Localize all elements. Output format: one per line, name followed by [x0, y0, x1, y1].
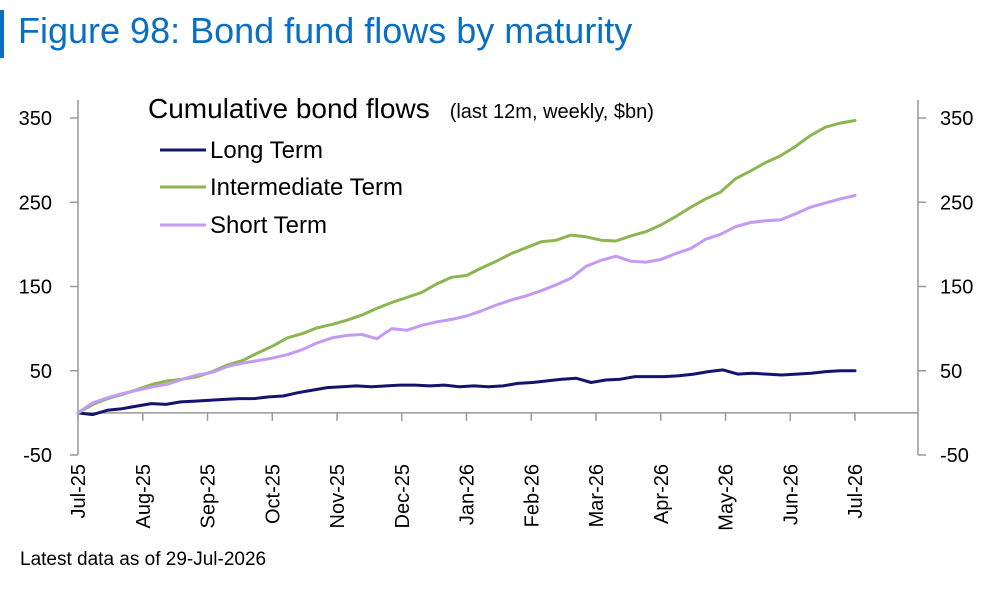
chart-axes: 350 350 250 250 150 150 50 50 -50 -50 Jul-25 Aug-25… — [19, 100, 973, 531]
x-tick-label: Jul-25 — [68, 464, 90, 518]
x-tick-label: Oct-25 — [262, 464, 284, 524]
y-tick-label-left: 150 — [19, 277, 52, 299]
x-tick-label: Sep-25 — [198, 464, 220, 529]
y-tick-label-left: -50 — [23, 445, 52, 467]
x-tick-label: Jul-26 — [845, 464, 867, 518]
y-tick-label-right: -50 — [940, 445, 969, 467]
y-tick-label-right: 50 — [940, 361, 962, 383]
x-tick-label: Jun-26 — [780, 464, 802, 525]
x-tick-label: May-26 — [716, 464, 738, 531]
figure-title: Figure 98: Bond fund flows by maturity — [18, 10, 633, 51]
legend-label: Long Term — [210, 137, 323, 164]
legend-label: Short Term — [210, 212, 327, 239]
y-tick-label-right: 350 — [940, 108, 973, 130]
chart-lines — [76, 119, 857, 417]
chart-legend: Long Term Intermediate Term Short Term — [160, 137, 403, 239]
figure-title-accent-bar — [0, 10, 4, 58]
x-tick-label: Nov-25 — [327, 464, 349, 528]
x-tick-label: Jan-26 — [457, 464, 479, 525]
y-tick-label-left: 50 — [30, 361, 52, 383]
x-tick-label: Aug-25 — [133, 464, 155, 529]
chart-title-text: Cumulative bond flows (last 12m, weekly, … — [148, 93, 654, 124]
series-line-short-term — [76, 194, 857, 415]
chart-subtitle: (last 12m, weekly, $bn) — [450, 101, 654, 123]
chart-title: Cumulative bond flows — [148, 93, 430, 124]
y-tick-label-right: 250 — [940, 192, 973, 214]
x-tick-label: Feb-26 — [521, 464, 543, 527]
series-line-intermediate-term — [76, 119, 857, 415]
y-tick-label-left: 350 — [19, 108, 52, 130]
series-line-long-term — [76, 368, 857, 417]
y-tick-label-right: 150 — [940, 277, 973, 299]
y-tick-label-left: 250 — [19, 192, 52, 214]
footnote: Latest data as of 29-Jul-2026 — [20, 549, 267, 570]
x-tick-label: Mar-26 — [586, 464, 608, 527]
x-tick-label: Apr-26 — [651, 464, 673, 524]
x-tick-label: Dec-25 — [392, 464, 414, 528]
legend-label: Intermediate Term — [210, 174, 403, 201]
